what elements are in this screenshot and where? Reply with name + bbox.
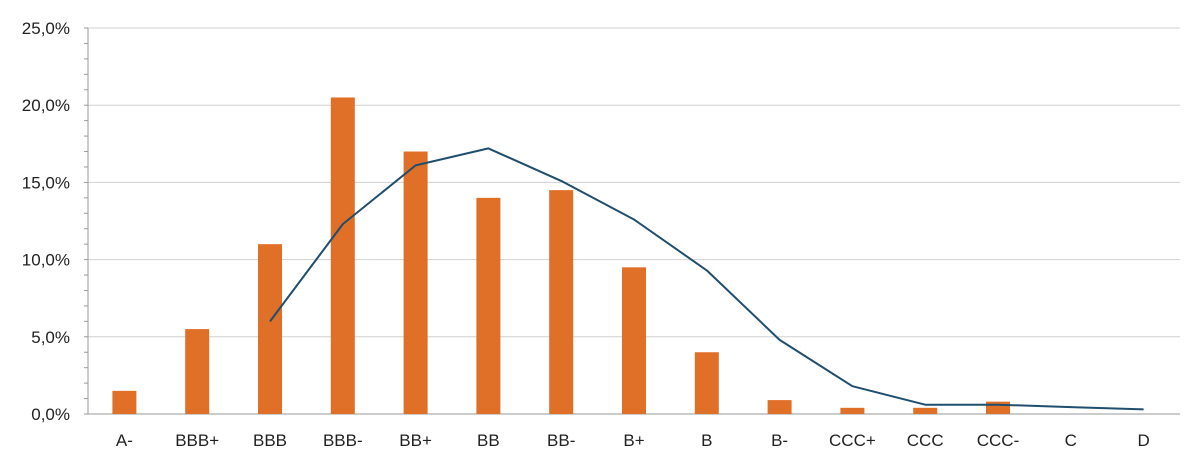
y-tick-label: 25,0% bbox=[22, 19, 70, 38]
bar-CCC- bbox=[986, 401, 1010, 414]
x-axis: A- BBB+ BBB BBB- BB+ BB BB- B+ B B- CCC+ CCC CCC- C D bbox=[116, 431, 1150, 449]
line-series bbox=[269, 147, 1144, 411]
y-tick-label: 5,0% bbox=[31, 328, 70, 347]
x-tick-label: B bbox=[701, 431, 712, 449]
bar-CCC bbox=[913, 407, 938, 414]
y-tick-label: 20,0% bbox=[22, 96, 70, 115]
x-tick-label: D bbox=[1137, 431, 1149, 449]
x-tick-label: BBB bbox=[253, 431, 287, 449]
x-tick-label: CCC bbox=[907, 431, 944, 449]
x-tick-label: BBB- bbox=[323, 431, 363, 449]
bar-B- bbox=[767, 400, 792, 414]
x-tick-label: B- bbox=[771, 431, 788, 449]
x-tick-label: BBB+ bbox=[175, 431, 219, 449]
x-tick-label: C bbox=[1065, 431, 1077, 449]
x-tick-label: CCC- bbox=[977, 431, 1020, 449]
bar-B bbox=[694, 352, 719, 414]
bar-CCC+ bbox=[840, 407, 865, 414]
y-axis: 0,0% 5,0% 10,0% 15,0% 20,0% 25,0% bbox=[22, 19, 89, 424]
y-tick-label: 15,0% bbox=[22, 173, 70, 192]
bar-BBB+ bbox=[185, 329, 210, 414]
bar-BBB bbox=[258, 244, 282, 414]
bar-BB+ bbox=[403, 151, 428, 414]
x-tick-label: A- bbox=[116, 431, 133, 449]
y-tick-label: 10,0% bbox=[22, 251, 70, 270]
x-tick-label: BB bbox=[477, 431, 500, 449]
y-tick-label: 0,0% bbox=[31, 405, 70, 424]
bar-series bbox=[112, 97, 1010, 414]
bar-B+ bbox=[622, 267, 646, 414]
x-tick-label: BB- bbox=[547, 431, 575, 449]
x-tick-label: BB+ bbox=[399, 431, 432, 449]
bar-BBB- bbox=[330, 97, 355, 414]
x-tick-label: B+ bbox=[623, 431, 644, 449]
bar-BB bbox=[476, 197, 501, 414]
bar-BB- bbox=[549, 190, 574, 414]
bar-A- bbox=[112, 390, 137, 414]
x-tick-label: CCC+ bbox=[829, 431, 876, 449]
